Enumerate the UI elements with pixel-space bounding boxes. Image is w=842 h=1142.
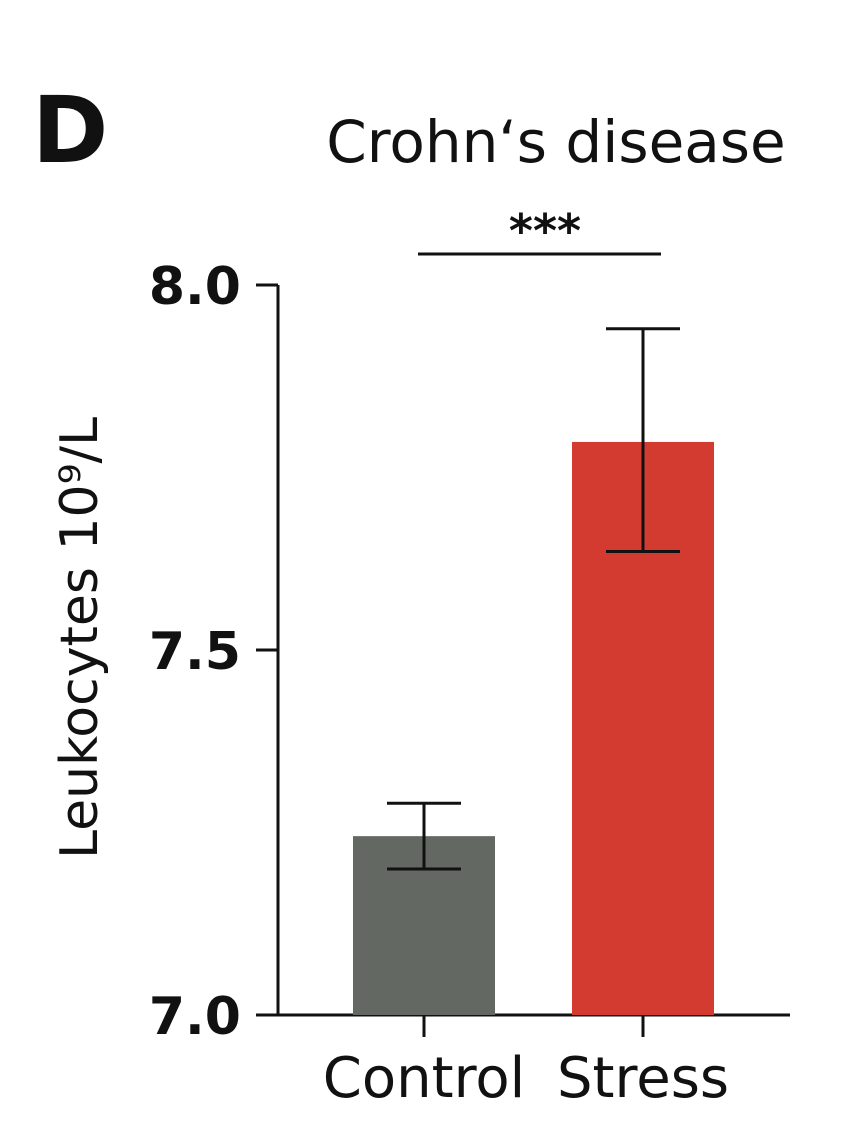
y-tick-label: 7.0 xyxy=(149,987,241,1047)
bars xyxy=(353,441,714,1015)
chart-title: Crohn‘s disease xyxy=(326,108,785,176)
y-axis-label: Leukocytes 10⁹/L xyxy=(50,417,110,859)
significance-label: *** xyxy=(509,204,581,258)
x-ticks: Control Stress xyxy=(323,1015,729,1111)
error-bars xyxy=(387,327,680,871)
y-tick-label: 7.5 xyxy=(149,622,241,682)
y-ticks: 8.0 7.5 7.0 xyxy=(149,257,278,1047)
x-tick-label-control: Control xyxy=(323,1046,525,1111)
panel-label: D xyxy=(32,77,108,184)
x-tick-label-stress: Stress xyxy=(557,1046,729,1111)
y-tick-label: 8.0 xyxy=(149,257,241,317)
